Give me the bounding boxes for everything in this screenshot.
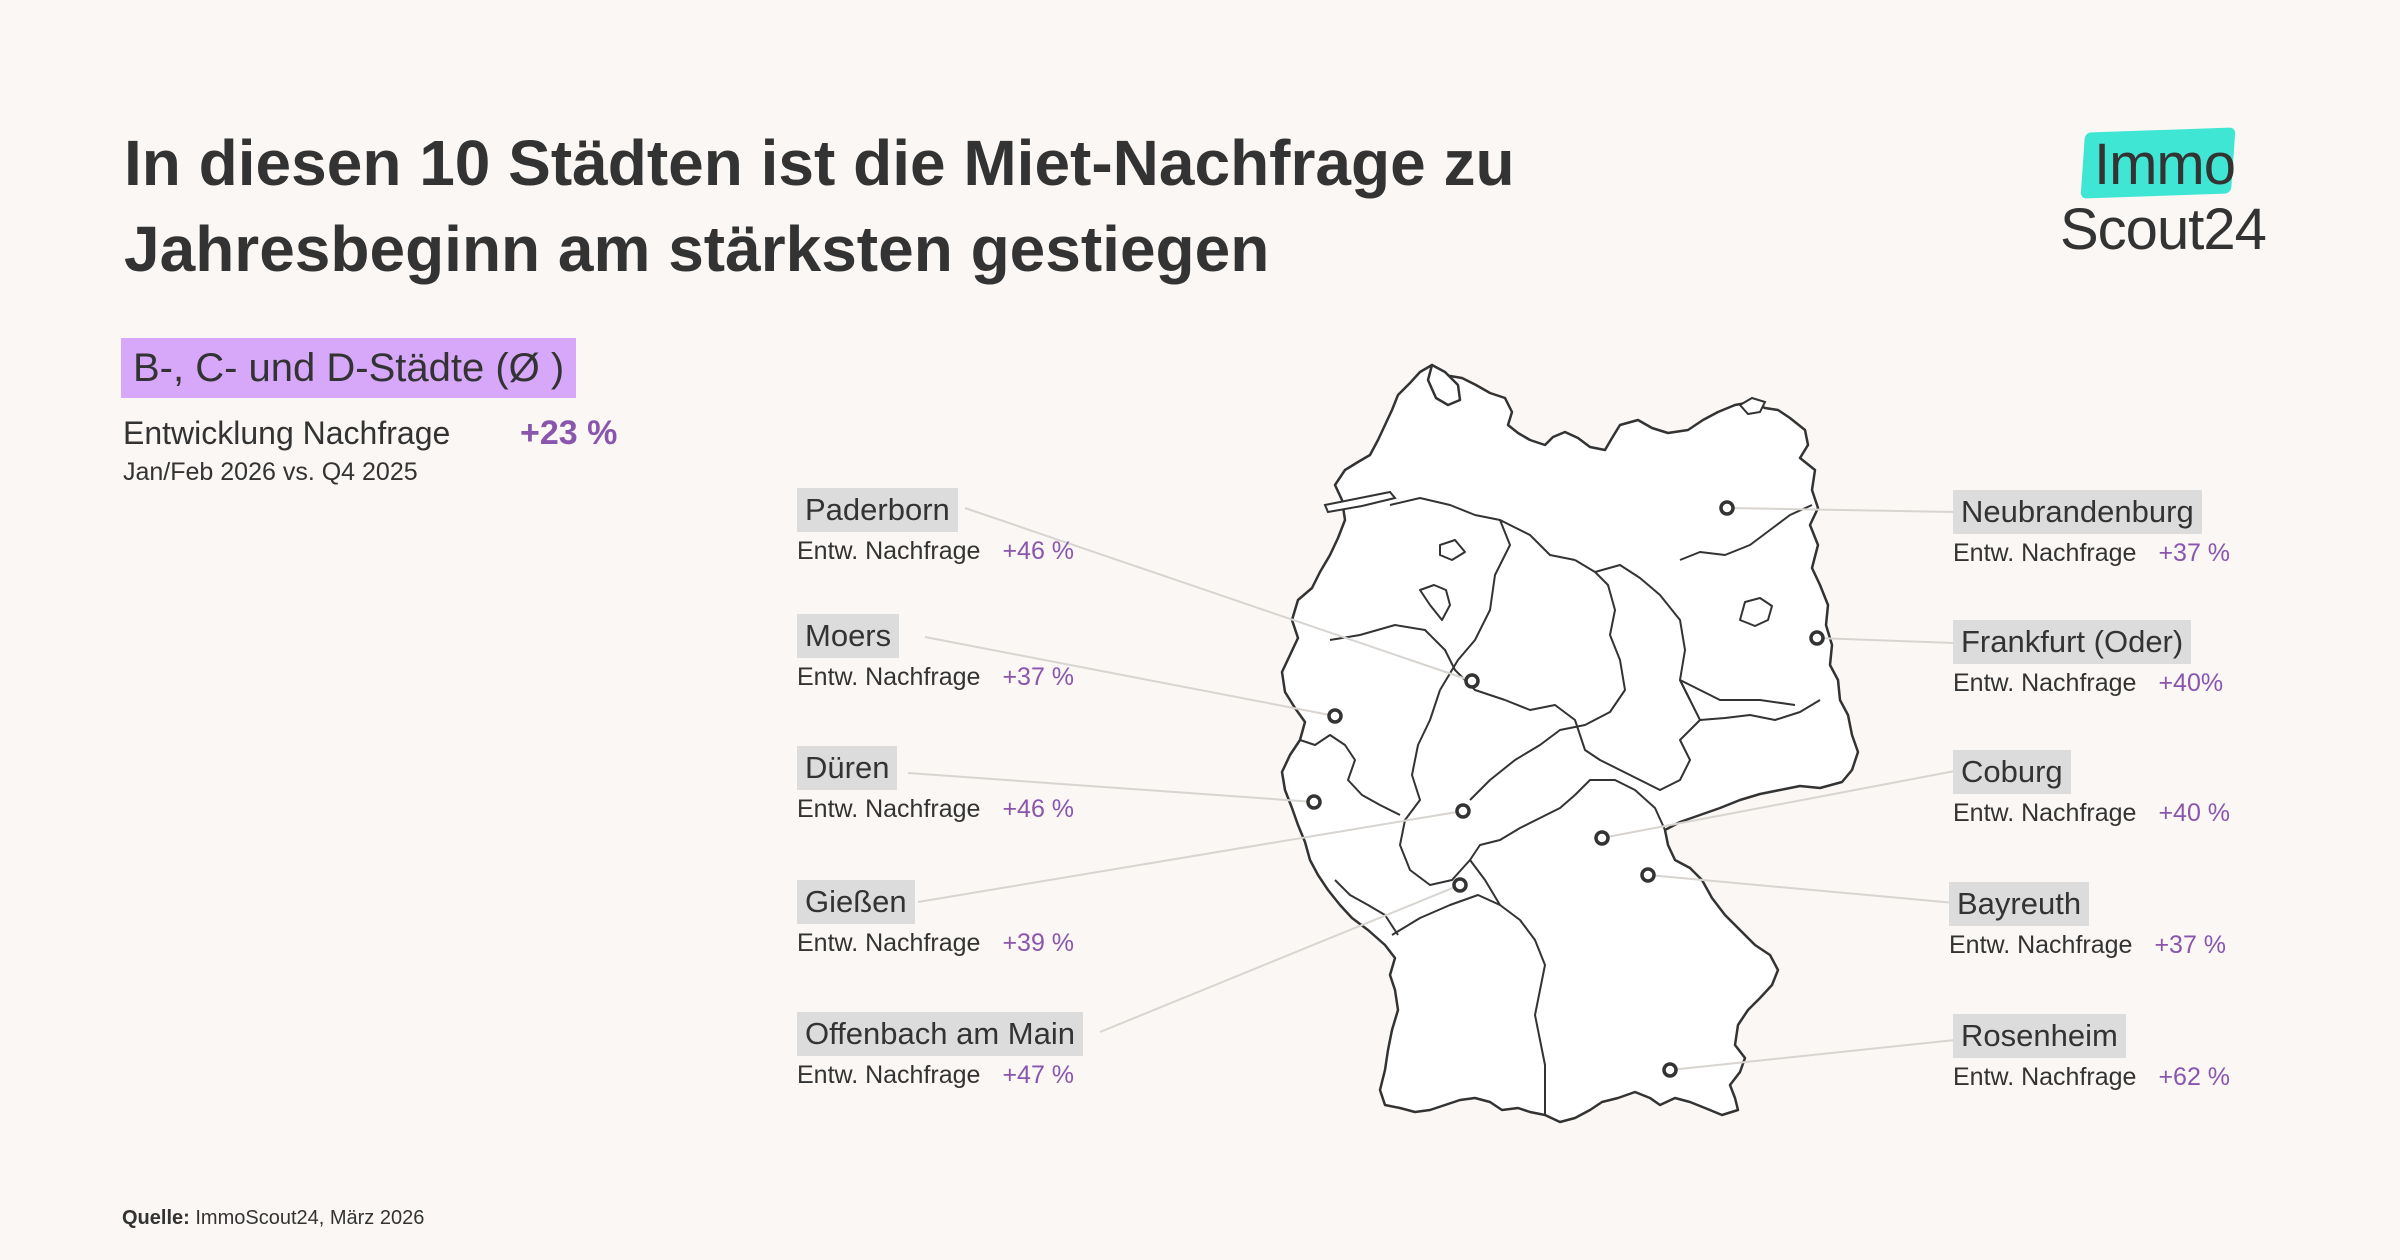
city-name: Neubrandenburg: [1953, 490, 2202, 534]
city-rosenheim: Rosenheim Entw. Nachfrage +62 %: [1953, 1014, 2230, 1096]
city-row-label: Entw. Nachfrage: [1953, 539, 2137, 567]
source-text: ImmoScout24, März 2026: [195, 1207, 425, 1229]
jutland-tip: [1426, 363, 1462, 407]
marker-neubrandenburg: [1719, 500, 1735, 516]
marker-bayreuth: [1640, 867, 1656, 883]
marker-paderborn: [1464, 673, 1480, 689]
city-paderborn: Paderborn Entw. Nachfrage +46 %: [797, 488, 1074, 570]
city-value: +37 %: [2158, 539, 2231, 567]
marker-coburg: [1594, 830, 1610, 846]
city-row-label: Entw. Nachfrage: [1953, 1063, 2137, 1091]
source-label: Quelle:: [122, 1207, 190, 1229]
city-row-label: Entw. Nachfrage: [797, 537, 981, 565]
immoscout24-logo[interactable]: Immo Scout24: [2060, 120, 2290, 270]
source-note: Quelle: ImmoScout24, März 2026: [122, 1204, 424, 1232]
city-value: +62 %: [2158, 1063, 2231, 1091]
city-value: +46 %: [1002, 795, 1075, 823]
marker-rosenheim: [1662, 1062, 1678, 1078]
city-name: Paderborn: [797, 488, 958, 532]
city-row-label: Entw. Nachfrage: [1949, 931, 2133, 959]
city-row-label: Entw. Nachfrage: [797, 795, 981, 823]
city-coburg: Coburg Entw. Nachfrage +40 %: [1953, 750, 2230, 832]
city-row-label: Entw. Nachfrage: [1953, 669, 2137, 697]
city-name: Moers: [797, 614, 900, 658]
city-dueren: Düren Entw. Nachfrage +46 %: [797, 746, 1074, 828]
city-frankfurt-oder: Frankfurt (Oder) Entw. Nachfrage +40%: [1953, 620, 2223, 702]
marker-moers: [1327, 708, 1343, 724]
category-badge: B-, C- und D-Städte (Ø ): [121, 338, 577, 398]
city-neubrandenburg: Neubrandenburg Entw. Nachfrage +37 %: [1953, 490, 2230, 572]
city-value: +47 %: [1002, 1061, 1075, 1089]
marker-giessen: [1455, 803, 1471, 819]
city-giessen: Gießen Entw. Nachfrage +39 %: [797, 880, 1074, 962]
marker-dueren: [1306, 794, 1322, 810]
city-name: Offenbach am Main: [797, 1012, 1083, 1056]
summary-value: +23 %: [520, 414, 618, 452]
city-offenbach: Offenbach am Main Entw. Nachfrage +47 %: [797, 1012, 1083, 1094]
city-value: +40%: [2158, 669, 2224, 697]
city-bayreuth: Bayreuth Entw. Nachfrage +37 %: [1949, 882, 2226, 964]
city-row-label: Entw. Nachfrage: [797, 1061, 981, 1089]
city-name: Bayreuth: [1949, 882, 2090, 926]
city-value: +37 %: [1002, 663, 1075, 691]
marker-frankfurt-oder: [1809, 630, 1825, 646]
city-value: +37 %: [2154, 931, 2227, 959]
page-title: In diesen 10 Städten ist die Miet-Nachfr…: [124, 127, 1515, 285]
marker-offenbach: [1452, 877, 1468, 893]
city-name: Rosenheim: [1953, 1014, 2126, 1058]
city-name: Gießen: [797, 880, 915, 924]
city-row-label: Entw. Nachfrage: [797, 929, 981, 957]
city-name: Coburg: [1953, 750, 2071, 794]
city-row-label: Entw. Nachfrage: [1953, 799, 2137, 827]
logo-text-immo: Immo: [2094, 132, 2236, 197]
logo-text-scout24: Scout24: [2060, 197, 2267, 262]
city-value: +39 %: [1002, 929, 1075, 957]
city-value: +40 %: [2158, 799, 2231, 827]
summary-period: Jan/Feb 2026 vs. Q4 2025: [123, 458, 418, 486]
city-name: Düren: [797, 746, 898, 790]
germany-outline: [1280, 363, 1860, 1124]
city-value: +46 %: [1002, 537, 1075, 565]
city-moers: Moers Entw. Nachfrage +37 %: [797, 614, 1074, 696]
city-name: Frankfurt (Oder): [1953, 620, 2192, 664]
city-row-label: Entw. Nachfrage: [797, 663, 981, 691]
summary-label: Entwicklung Nachfrage: [123, 415, 451, 451]
